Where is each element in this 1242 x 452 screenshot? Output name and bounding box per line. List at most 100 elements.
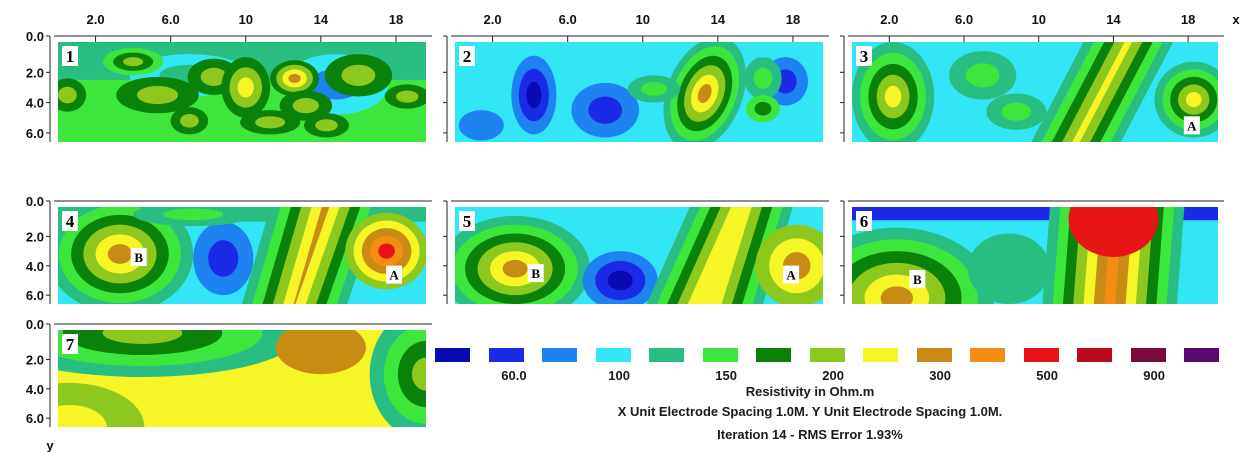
marker-bg-5-A <box>783 265 800 284</box>
p1-n8-ring-1 <box>180 113 199 128</box>
y-tick-label-6-0: 0.0 <box>26 317 44 332</box>
panel-label-bg-1 <box>62 46 78 66</box>
colorbar-swatch <box>756 348 791 362</box>
colorbar-tick-label: 60.0 <box>501 368 527 383</box>
x-tick-label-2-2: 10 <box>1032 12 1046 27</box>
panel-label-7: 7 <box>66 335 75 354</box>
p1-n4-ring-2 <box>237 77 254 98</box>
colorbar-swatch <box>809 348 845 362</box>
marker-5-B: B <box>531 266 540 281</box>
p1-n12-ring-1 <box>58 86 77 104</box>
p4-dyke-band-5 <box>293 207 330 304</box>
panels-layer: 1 2 3 A 4 B A 5 B A 6 B 7 <box>58 42 1218 427</box>
p3-g2-ring-1 <box>1001 102 1032 121</box>
colorbar-swatch <box>595 348 631 362</box>
y-tick-label-6-3: 6.0 <box>26 411 44 426</box>
x-tick-label-2-0: 2.0 <box>880 12 898 27</box>
p1-n1-ring-2 <box>123 57 144 67</box>
section-panel-7 <box>58 330 426 427</box>
y-tick-label-0-1: 2.0 <box>26 65 44 80</box>
panel-label-6: 6 <box>860 212 869 231</box>
p5-low-ring-2 <box>607 270 633 291</box>
x-tick-label-0-3: 14 <box>314 12 329 27</box>
colorbar-swatch <box>435 348 470 362</box>
p7-brown-ring-0 <box>275 330 366 375</box>
p1-n6-ring-1 <box>292 98 319 114</box>
colorbar-tick-label: 300 <box>929 368 951 383</box>
colorbar-tick-label: 900 <box>1143 368 1165 383</box>
p3-A-ring-4 <box>1185 92 1202 108</box>
colorbar-tick-label: 500 <box>1036 368 1058 383</box>
marker-bg-5-B <box>527 264 544 283</box>
panel-label-bg-7 <box>62 334 78 354</box>
p2-g2-ring-1 <box>753 67 773 89</box>
x-tick-label-2-4: 18 <box>1181 12 1195 27</box>
p4-low-ring-1 <box>208 240 239 277</box>
colorbar-swatch <box>542 348 577 362</box>
p2-g1-ring-1 <box>640 82 668 96</box>
y-tick-label-6-1: 2.0 <box>26 352 44 367</box>
x-tick-label-1-2: 10 <box>636 12 650 27</box>
p5-dyke-band-4 <box>687 207 752 304</box>
section-panel-2 <box>455 42 823 142</box>
y-tick-label-0-0: 0.0 <box>26 29 44 44</box>
x-tick-label-1-3: 14 <box>711 12 726 27</box>
panel-label-5: 5 <box>463 212 472 231</box>
y-axis-letter: y <box>46 438 54 452</box>
p1-n11-ring-1 <box>395 90 419 103</box>
p7-right-ring-3 <box>411 357 426 391</box>
marker-bg-4-B <box>130 247 147 266</box>
marker-5-A: A <box>786 268 796 283</box>
p3-g1-ring-1 <box>965 63 1000 88</box>
panel-label-bg-6 <box>856 211 872 231</box>
marker-bg-6-B <box>909 270 926 289</box>
panel-label-bg-3 <box>856 46 872 66</box>
colorbar-tick-label: 150 <box>715 368 737 383</box>
marker-4-A: A <box>389 268 399 283</box>
x-tick-label-1-1: 6.0 <box>559 12 577 27</box>
panel-label-4: 4 <box>66 212 75 231</box>
panel-label-3: 3 <box>860 47 869 66</box>
x-tick-label-0-4: 18 <box>389 12 403 27</box>
p2-g3-ring-1 <box>754 101 772 116</box>
x-tick-label-1-0: 2.0 <box>484 12 502 27</box>
marker-3-A: A <box>1187 118 1197 133</box>
colorbar-swatch <box>1077 348 1112 362</box>
electrode-spacing-note: X Unit Electrode Spacing 1.0M. Y Unit El… <box>617 404 1003 419</box>
colorbar-swatch <box>970 348 1005 362</box>
panel-label-1: 1 <box>66 47 75 66</box>
p1-n10-ring-1 <box>315 119 338 132</box>
y-tick-label-6-2: 4.0 <box>26 382 44 397</box>
section-panel-3 <box>852 42 1218 142</box>
colorbar-swatch <box>702 348 738 362</box>
panel-label-bg-5 <box>459 211 475 231</box>
y-tick-label-3-3: 6.0 <box>26 288 44 303</box>
colorbar-tick-label: 200 <box>822 368 844 383</box>
section-panel-5 <box>455 207 823 304</box>
p1-n7-ring-1 <box>341 64 376 86</box>
section-panel-1 <box>58 42 426 142</box>
marker-bg-3-A <box>1183 116 1200 135</box>
marker-6-B: B <box>913 272 922 287</box>
p6-red-ring-0 <box>1068 207 1159 257</box>
colorbar-swatch <box>649 348 684 362</box>
y-tick-label-3-1: 2.0 <box>26 229 44 244</box>
colorbar-swatch <box>488 348 524 362</box>
p2-low4-ring-0 <box>458 110 504 141</box>
p5-B-ring-5 <box>502 259 528 278</box>
p4-B-ring-5 <box>107 244 133 264</box>
panel-label-bg-4 <box>62 211 78 231</box>
colorbar-title: Resistivity in Ohm.m <box>745 384 875 399</box>
x-tick-label-1-4: 18 <box>786 12 800 27</box>
p4-g1-ring-1 <box>163 208 224 221</box>
section-panel-4 <box>58 207 426 304</box>
colorbar-swatch <box>1184 348 1219 362</box>
p7-top-ring-3 <box>102 330 183 344</box>
p2-low2-ring-1 <box>588 96 623 124</box>
x-tick-label-2-3: 14 <box>1106 12 1121 27</box>
p3-west-ring-4 <box>884 85 902 108</box>
p6-B-ring-5 <box>880 286 913 304</box>
p3-dyke-band-4 <box>1072 42 1133 142</box>
p6-g-ring-0 <box>967 233 1050 304</box>
